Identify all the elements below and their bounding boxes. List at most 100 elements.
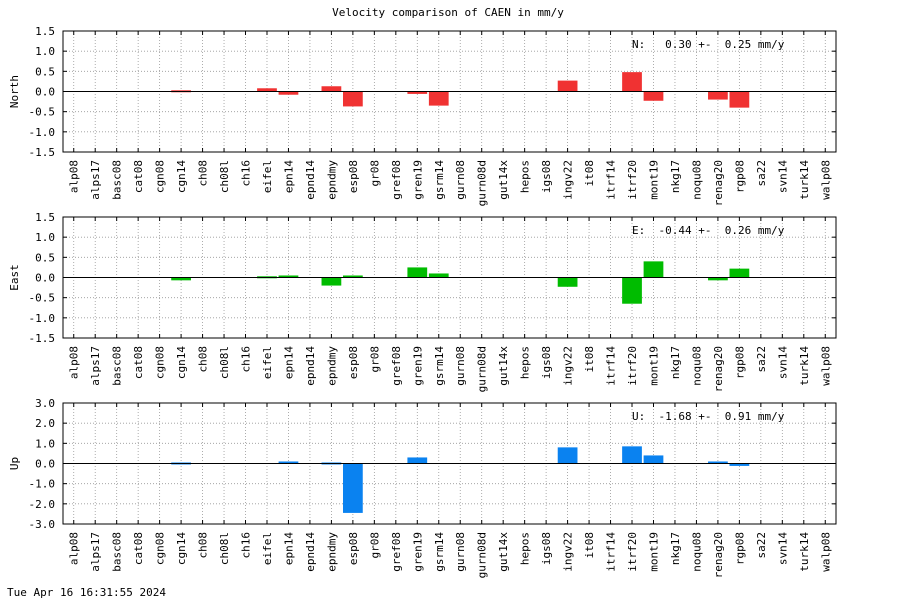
bar-esp08 xyxy=(342,463,363,513)
bar-epn14 xyxy=(278,275,299,278)
y-tick-label: -0.5 xyxy=(29,106,56,119)
x-tick-label: eifel xyxy=(261,532,274,565)
y-tick-label: 2.0 xyxy=(35,417,55,430)
y-tick-label: -1.0 xyxy=(29,478,56,491)
x-tick-label: basc08 xyxy=(111,160,124,200)
x-tick-label: gurn08d xyxy=(476,346,489,392)
x-tick-label: gr08 xyxy=(368,346,381,373)
x-tick-label: mont19 xyxy=(647,160,660,200)
x-tick-label: gren19 xyxy=(411,532,424,572)
x-tick-label: eifel xyxy=(261,346,274,379)
x-tick-label: turk14 xyxy=(798,532,811,572)
x-tick-label: alps17 xyxy=(89,160,102,200)
y-tick-label: 1.0 xyxy=(35,231,55,244)
x-tick-label: hepos xyxy=(519,160,532,193)
x-tick-label: ch16 xyxy=(240,346,253,373)
x-tick-label: ch08 xyxy=(197,346,210,373)
x-tick-label: alps17 xyxy=(89,346,102,386)
x-tick-label: gut14x xyxy=(497,532,510,572)
x-tick-label: epnd14 xyxy=(304,160,317,200)
x-tick-label: cgn08 xyxy=(154,346,167,379)
x-tick-label: noqu08 xyxy=(690,346,703,386)
x-tick-label: basc08 xyxy=(111,532,124,572)
x-tick-label: ch08l xyxy=(218,160,231,193)
x-tick-label: walp08 xyxy=(819,160,832,200)
x-tick-label: walp08 xyxy=(819,346,832,386)
x-tick-label: gref08 xyxy=(390,160,403,200)
x-tick-label: walp08 xyxy=(819,532,832,572)
x-tick-label: cgn08 xyxy=(154,160,167,193)
y-tick-label: -1.5 xyxy=(29,146,56,159)
bar-gsrm14 xyxy=(428,91,449,106)
y-axis-label: Up xyxy=(8,457,21,470)
x-tick-label: ch08l xyxy=(218,346,231,379)
x-tick-label: epn14 xyxy=(282,532,295,565)
y-tick-label: -1.5 xyxy=(29,332,56,345)
stats-annotation: N: 0.30 +- 0.25 mm/y xyxy=(632,38,785,51)
x-tick-label: alp08 xyxy=(68,532,81,565)
bar-itrf20 xyxy=(622,277,642,304)
x-tick-label: cgn08 xyxy=(154,532,167,565)
bar-mont19 xyxy=(643,455,664,464)
x-tick-label: igs08 xyxy=(540,346,553,379)
x-tick-label: cat08 xyxy=(132,346,145,379)
y-tick-label: -1.0 xyxy=(29,312,56,325)
y-tick-label: 1.0 xyxy=(35,45,55,58)
x-tick-label: nkg17 xyxy=(669,532,682,565)
x-tick-label: gurn08 xyxy=(454,532,467,572)
bar-ingv22 xyxy=(557,277,578,287)
plot-frame xyxy=(62,30,837,153)
y-tick-label: -3.0 xyxy=(29,518,56,531)
x-tick-label: itrf14 xyxy=(605,160,618,200)
bar-mont19 xyxy=(643,91,664,101)
y-axis-label: North xyxy=(8,75,21,108)
x-tick-label: ch08 xyxy=(197,532,210,559)
x-tick-label: svn14 xyxy=(776,532,789,565)
panel-east: 1.5 1.0 0.5 0.0 -0.5 -1.0 -1.5 alp08 alps17 basc0… xyxy=(8,211,837,392)
x-tick-label: alp08 xyxy=(68,160,81,193)
y-tick-label: 0.5 xyxy=(35,251,55,264)
bar-esp08 xyxy=(342,91,363,107)
bar-cgn14 xyxy=(171,277,191,281)
y-tick-label: 0.0 xyxy=(35,86,55,99)
x-tick-label: ch16 xyxy=(240,160,253,187)
x-tick-label: gut14x xyxy=(497,346,510,386)
x-tick-label: nkg17 xyxy=(669,160,682,193)
x-tick-label: alps17 xyxy=(89,532,102,572)
x-tick-label: gren19 xyxy=(411,160,424,200)
y-tick-label: 0.0 xyxy=(35,458,55,471)
x-tick-label: epndmy xyxy=(325,160,338,200)
x-tick-label: cgn14 xyxy=(175,160,188,193)
x-tick-label: svn14 xyxy=(776,160,789,193)
x-tick-label: it08 xyxy=(583,532,596,559)
x-tick-label: ingv22 xyxy=(562,346,575,386)
x-tick-label: itrf14 xyxy=(605,532,618,572)
bar-gren19 xyxy=(407,91,428,94)
x-tick-label: rgp08 xyxy=(733,346,746,379)
x-tick-label: itrf14 xyxy=(605,346,618,386)
x-tick-label: gref08 xyxy=(390,532,403,572)
x-tick-label: noqu08 xyxy=(690,532,703,572)
x-tick-label: it08 xyxy=(583,160,596,187)
x-tick-label: basc08 xyxy=(111,346,124,386)
bar-epndmy xyxy=(321,86,342,92)
x-tick-label: it08 xyxy=(583,346,596,373)
x-tick-label: itrf20 xyxy=(626,160,639,200)
chart-title: Velocity comparison of CAEN in mm/y xyxy=(332,6,564,19)
x-tick-label: epndmy xyxy=(325,346,338,386)
x-tick-label: gurn08d xyxy=(476,160,489,206)
x-tick-label: epnd14 xyxy=(304,532,317,572)
x-tick-label: mont19 xyxy=(647,346,660,386)
y-axis-label: East xyxy=(8,264,21,291)
x-tick-label: gurn08d xyxy=(476,532,489,578)
bar-epn14 xyxy=(278,461,299,464)
x-tick-label: epn14 xyxy=(282,346,295,379)
x-tick-label: sa22 xyxy=(755,346,768,373)
x-tick-label: epndmy xyxy=(325,532,338,572)
x-tick-label: svn14 xyxy=(776,346,789,379)
y-tick-label: 3.0 xyxy=(35,397,55,410)
bar-itrf20 xyxy=(622,446,642,464)
x-tick-label: itrf20 xyxy=(626,532,639,572)
plot-frame xyxy=(62,402,837,525)
y-tick-label: 1.0 xyxy=(35,437,55,450)
